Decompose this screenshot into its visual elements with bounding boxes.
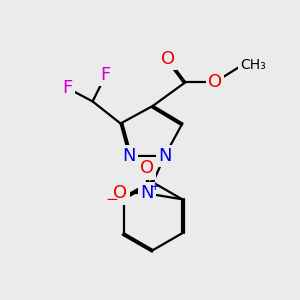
Text: N: N xyxy=(158,147,172,165)
Text: −: − xyxy=(106,192,118,207)
Text: N: N xyxy=(140,184,154,202)
Text: O: O xyxy=(140,159,154,177)
Text: O: O xyxy=(113,184,128,202)
Text: CH₃: CH₃ xyxy=(240,58,266,72)
Text: N: N xyxy=(123,147,136,165)
Text: O: O xyxy=(208,73,222,91)
Text: F: F xyxy=(101,66,111,84)
Text: F: F xyxy=(62,79,73,97)
Text: O: O xyxy=(160,50,175,68)
Text: +: + xyxy=(150,181,160,194)
